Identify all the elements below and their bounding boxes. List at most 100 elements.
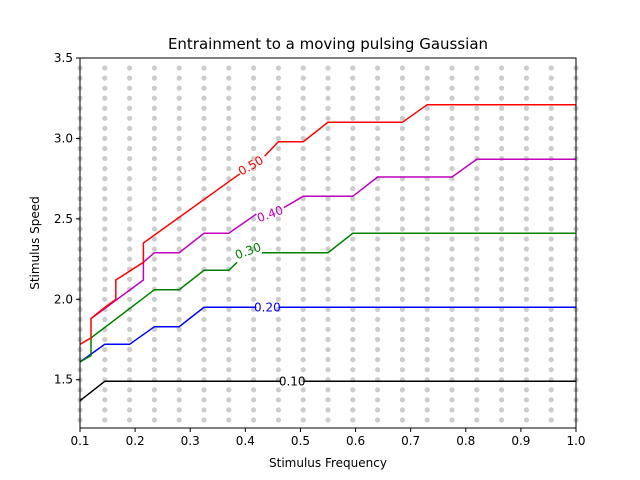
sample-point [275,417,281,423]
sample-point [399,165,405,172]
y-tick-label: 3.5 [54,51,73,65]
sample-point [449,276,455,282]
sample-point [102,357,108,363]
sample-point [251,125,257,131]
sample-point [424,357,430,363]
sample-point [251,336,257,343]
sample-point [499,105,505,111]
sample-point [424,95,430,101]
sample-point [325,316,331,323]
sample-point [449,256,455,262]
sample-point [474,296,480,302]
sample-point [399,155,405,162]
sample-point [548,316,554,323]
sample-point [474,256,480,262]
sample-point [251,85,257,91]
sample-point [523,286,530,292]
sample-point [375,326,381,333]
sample-point [350,407,356,413]
sample-point [548,125,554,131]
sample-point [226,246,232,252]
x-axis-ticks: 0.1 0.2 0.3 0.4 0.5 0.6 0.7 0.8 0.9 1.0 [70,428,586,448]
sample-point [449,135,455,142]
sample-point [548,236,554,242]
sample-point [127,367,133,373]
sample-point [127,65,133,71]
sample-point [275,407,281,413]
sample-point [151,417,157,423]
sample-point [201,186,207,192]
sample-point [201,276,207,282]
sample-point [424,336,430,343]
sample-point [127,85,133,91]
sample-point [275,176,281,182]
sample-point [499,206,505,212]
sample-point [102,407,108,413]
sample-point [474,236,480,242]
sample-point [449,296,455,302]
sample-point [474,336,480,343]
sample-point [102,226,108,232]
sample-point [449,65,455,71]
sample-point [350,115,356,121]
sample-point [350,276,356,282]
sample-point [375,125,381,131]
sample-point [102,216,108,222]
sample-point [548,276,554,282]
sample-point [127,316,133,323]
sample-point [275,165,281,172]
sample-point [350,85,356,91]
sample-point [102,135,108,142]
sample-point [424,407,430,413]
contour-line-0-50 [79,173,241,345]
sample-point [300,165,306,172]
sample-point [275,206,281,212]
sample-point [523,165,530,172]
sample-point [375,135,381,142]
sample-point [474,306,480,312]
x-tick-label: 1.0 [566,434,585,448]
sample-point [300,125,306,131]
sample-point [251,306,257,312]
sample-point [424,196,430,202]
contour-label: 0.50 [236,153,266,178]
sample-point [275,196,281,202]
sample-point [548,115,554,121]
sample-point [424,246,430,252]
sample-point [350,65,356,71]
sample-point [226,65,232,71]
contour-line-0-30 [79,261,238,363]
sample-point [151,367,157,373]
sample-point [474,85,480,91]
sample-point [375,407,381,413]
sample-point [102,246,108,252]
sample-point [350,155,356,162]
sample-point [523,387,530,393]
sample-point [449,306,455,312]
sample-point [499,165,505,172]
sample-point [275,236,281,242]
sample-point [151,165,157,172]
sample-point [350,326,356,333]
sample-point [399,387,405,393]
sample-point [548,336,554,343]
sample-point [325,85,331,91]
sample-point [176,336,182,343]
sample-point [399,105,405,111]
sample-point [499,135,505,142]
sample-point [275,135,281,142]
sample-point [300,115,306,121]
sample-point [226,316,232,323]
sample-point [474,65,480,71]
sample-point [151,85,157,91]
sample-point [449,95,455,101]
sample-point [300,306,306,312]
sample-point [548,326,554,333]
sample-point [548,296,554,302]
sample-point [424,65,430,71]
sample-point [499,276,505,282]
sample-point [275,95,281,101]
sample-point [300,407,306,413]
sample-point [523,206,530,212]
sample-point [499,357,505,363]
